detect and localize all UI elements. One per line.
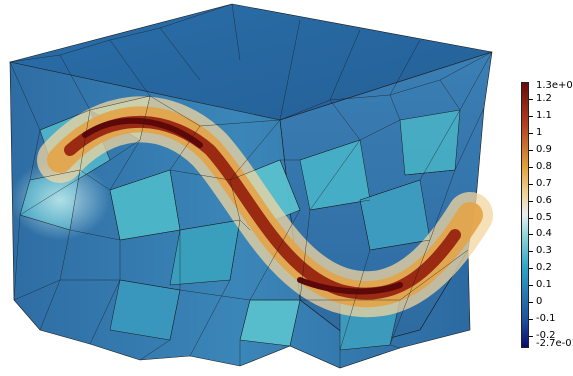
colorbar-tick-mark bbox=[529, 167, 533, 168]
colorbar-tick-label: 0.7 bbox=[536, 177, 552, 189]
colorbar-tick-label: -0.1 bbox=[536, 313, 556, 325]
colorbar-tick-label: 0.8 bbox=[536, 160, 552, 172]
colorbar-tick-mark bbox=[529, 319, 533, 320]
colorbar-tick-mark bbox=[529, 218, 533, 219]
hot-band-peak bbox=[82, 117, 403, 295]
colorbar-tick-label: 0.9 bbox=[536, 143, 552, 155]
colorbar-tick-mark bbox=[529, 133, 533, 134]
mesh-edges bbox=[9, 3, 493, 368]
colorbar-tick-mark bbox=[529, 201, 533, 202]
colorbar-tick-mark bbox=[529, 234, 533, 235]
colorbar-max-label: 1.3e+00 bbox=[536, 80, 573, 91]
colorbar-tick-label: 0.3 bbox=[536, 245, 552, 257]
colorbar-tick-mark bbox=[529, 285, 533, 286]
colorbar-tick-label: 1 bbox=[536, 126, 543, 138]
colorbar-tick-label: 0 bbox=[536, 296, 543, 308]
colorbar-tick-mark bbox=[529, 336, 533, 337]
colorbar-min-label: -2.7e-01 bbox=[536, 338, 573, 349]
colorbar-tick-label: 0.2 bbox=[536, 262, 552, 274]
left-glow bbox=[10, 160, 110, 240]
colorbar-tick-mark bbox=[529, 116, 533, 117]
colorbar-tick-label: 0.5 bbox=[536, 211, 552, 223]
colorbar-tick-label: 1.2 bbox=[536, 92, 552, 104]
colorbar-tick-mark bbox=[529, 268, 533, 269]
colorbar-gradient bbox=[521, 82, 529, 348]
colorbar-tick-mark bbox=[529, 184, 533, 185]
colorbar-tick-mark bbox=[529, 150, 533, 151]
colorbar-tick-label: 0.4 bbox=[536, 228, 552, 240]
colorbar-tick-label: 1.1 bbox=[536, 109, 552, 121]
colorbar-tick-mark bbox=[529, 99, 533, 100]
colorbar-tick-label: 0.6 bbox=[536, 194, 552, 206]
colorbar-tick-mark bbox=[529, 302, 533, 303]
colorbar-tick-mark bbox=[529, 251, 533, 252]
colorbar-tick-label: 0.1 bbox=[536, 279, 552, 291]
colorbar-tick-label: -0.2 bbox=[536, 330, 556, 342]
